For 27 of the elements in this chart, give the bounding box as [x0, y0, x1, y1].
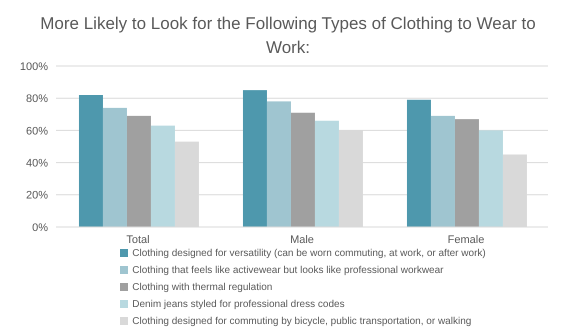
- bar: [454, 119, 479, 227]
- bar: [430, 116, 455, 227]
- bar: [314, 120, 339, 227]
- bar: [102, 108, 127, 227]
- legend-label: Denim jeans styled for professional dress codes: [132, 299, 345, 310]
- bar: [150, 126, 175, 227]
- bar: [126, 116, 151, 227]
- bar: [478, 130, 503, 227]
- bar: [78, 94, 103, 227]
- y-tick-label: 40%: [26, 158, 48, 170]
- legend-label: Clothing designed for versatility (can be worn commuting, at work, or after work): [132, 248, 486, 259]
- bar: [242, 90, 267, 227]
- legend-label: Clothing that feels like activewear but looks like professional workwear: [132, 265, 444, 276]
- y-tick-label: 20%: [26, 190, 48, 202]
- y-tick-label: 80%: [26, 93, 48, 106]
- legend-label: Clothing with thermal regulation: [132, 282, 272, 293]
- chart-title: More Likely to Look for the Following Types of Clothing to Wear to Work:: [39, 13, 537, 59]
- bar: [290, 112, 315, 227]
- y-tick-label: 0%: [32, 222, 48, 234]
- bar: [266, 101, 291, 227]
- legend-label: Clothing designed for commuting by bicycle, public transportation, or walking: [132, 316, 472, 327]
- x-tick-label: Male: [290, 234, 314, 246]
- bar: [406, 100, 431, 227]
- x-tick-label: Total: [126, 234, 150, 246]
- y-tick-label: 100%: [20, 60, 48, 73]
- y-tick-label: 60%: [26, 125, 48, 138]
- x-tick-label: Female: [448, 234, 484, 246]
